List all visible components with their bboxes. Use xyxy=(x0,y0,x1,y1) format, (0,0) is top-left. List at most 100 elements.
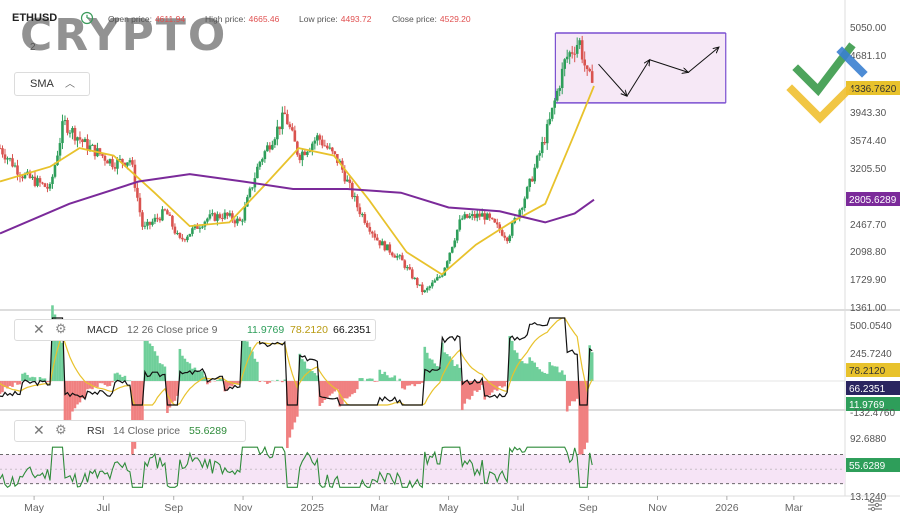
macd-histogram-bar xyxy=(388,378,391,381)
macd-histogram-bar xyxy=(386,375,389,381)
candle-body xyxy=(491,218,494,219)
macd-histogram-bar xyxy=(156,356,159,381)
sub-value: 2 xyxy=(30,42,36,53)
macd-histogram-bar xyxy=(466,381,469,399)
candle-body xyxy=(319,135,322,139)
macd-histogram-bar xyxy=(371,379,374,381)
macd-histogram-bar xyxy=(306,369,309,381)
gear-icon[interactable]: ⚙ xyxy=(55,321,67,337)
macd-histogram-bar xyxy=(109,381,112,386)
candle-body xyxy=(359,207,362,214)
symbol-label[interactable]: ETHUSD xyxy=(12,12,57,24)
candle-body xyxy=(526,187,529,198)
candle-body xyxy=(181,238,184,239)
macd-indicator-chip: ✕ ⚙ MACD 12 26 Close price 9 11.9769 78.… xyxy=(14,319,376,341)
candle-body xyxy=(346,180,349,182)
close-icon[interactable]: ✕ xyxy=(33,422,45,439)
candle-body xyxy=(129,160,132,162)
macd-histogram-bar xyxy=(9,381,12,386)
candle-body xyxy=(209,214,212,218)
candle-body xyxy=(576,45,579,54)
candle-body xyxy=(541,142,544,153)
macd-histogram-bar xyxy=(216,380,219,381)
macd-histogram-bar xyxy=(66,381,69,423)
macd-histogram-bar xyxy=(321,381,324,403)
settings-menu-icon[interactable] xyxy=(866,498,884,512)
candle-body xyxy=(271,145,274,150)
macd-histogram-bar xyxy=(14,381,17,383)
candle-body xyxy=(556,91,559,101)
rsi-indicator-chip: ✕ ⚙ RSI 14 Close price 55.6289 xyxy=(14,420,246,442)
macd-histogram-bar xyxy=(538,369,541,381)
candle-body xyxy=(264,151,267,159)
candle-body xyxy=(364,214,367,223)
close-icon[interactable]: ✕ xyxy=(33,321,45,338)
candle-body xyxy=(44,183,47,187)
candle-body xyxy=(591,71,594,83)
macd-histogram-bar xyxy=(393,375,396,381)
macd-histogram-bar xyxy=(408,381,411,385)
candle-body xyxy=(538,153,541,156)
candle-body xyxy=(388,244,391,252)
macd-params: 12 26 Close price 9 xyxy=(127,324,217,336)
candle-body xyxy=(583,60,586,66)
candle-body xyxy=(161,209,164,220)
candle-body xyxy=(54,165,57,177)
macd-histogram-bar xyxy=(359,378,362,381)
candle-body xyxy=(301,152,304,160)
candle-body xyxy=(453,241,456,247)
candle-body xyxy=(331,148,334,152)
candle-body xyxy=(398,255,401,256)
candle-body xyxy=(366,223,369,227)
candle-body xyxy=(241,221,244,222)
macd-histogram-bar xyxy=(354,381,357,393)
candle-body xyxy=(201,227,204,228)
macd-histogram-bar xyxy=(546,374,549,381)
macd-histogram-bar xyxy=(101,381,104,383)
macd-histogram-bar xyxy=(294,381,297,422)
macd-histogram-bar xyxy=(99,381,102,383)
candle-body xyxy=(91,145,94,146)
date-tick-label: Mar xyxy=(785,502,804,514)
candle-body xyxy=(403,260,406,268)
macd-histogram-bar xyxy=(571,381,574,401)
macd-histogram-bar xyxy=(498,381,501,386)
macd-histogram-bar xyxy=(401,381,404,388)
macd-histogram-bar xyxy=(219,379,222,381)
candle-body xyxy=(304,152,307,155)
candle-body xyxy=(471,214,474,216)
candle-body xyxy=(441,275,444,276)
candle-body xyxy=(256,167,259,178)
candle-body xyxy=(269,145,272,149)
date-tick-label: Jul xyxy=(97,502,110,514)
macd-histogram-bar xyxy=(334,381,337,391)
candle-body xyxy=(306,152,309,155)
candle-body xyxy=(276,127,279,140)
candle-body xyxy=(563,59,566,69)
gear-icon[interactable]: ⚙ xyxy=(55,422,67,438)
macd-histogram-bar xyxy=(453,366,456,381)
close-price: Close price:4529.20 xyxy=(392,14,471,24)
candle-body xyxy=(581,40,584,59)
macd-histogram-bar xyxy=(461,381,464,410)
candle-body xyxy=(558,88,561,91)
sma-indicator-chip[interactable]: SMA ︿ xyxy=(14,72,90,96)
macd-histogram-bar xyxy=(521,361,524,381)
high-price: High price:4665.46 xyxy=(205,14,279,24)
macd-histogram-bar xyxy=(451,360,454,381)
candle-body xyxy=(144,226,147,227)
candle-body xyxy=(378,240,381,245)
chevron-up-icon[interactable]: ︿ xyxy=(65,75,75,90)
macd-histogram-bar xyxy=(154,351,157,381)
candle-body xyxy=(171,216,174,227)
macd-histogram-bar xyxy=(11,381,14,387)
candle-body xyxy=(568,52,571,56)
candle-body xyxy=(578,40,581,45)
candle-body xyxy=(56,156,59,165)
candle-body xyxy=(289,124,292,127)
macd-histogram-bar xyxy=(531,361,534,381)
macd-histogram-bar xyxy=(69,381,72,420)
macd-histogram-bar xyxy=(473,381,476,391)
sma-slow-line xyxy=(0,174,594,233)
macd-signal-badge: 78.2120 xyxy=(849,366,886,377)
